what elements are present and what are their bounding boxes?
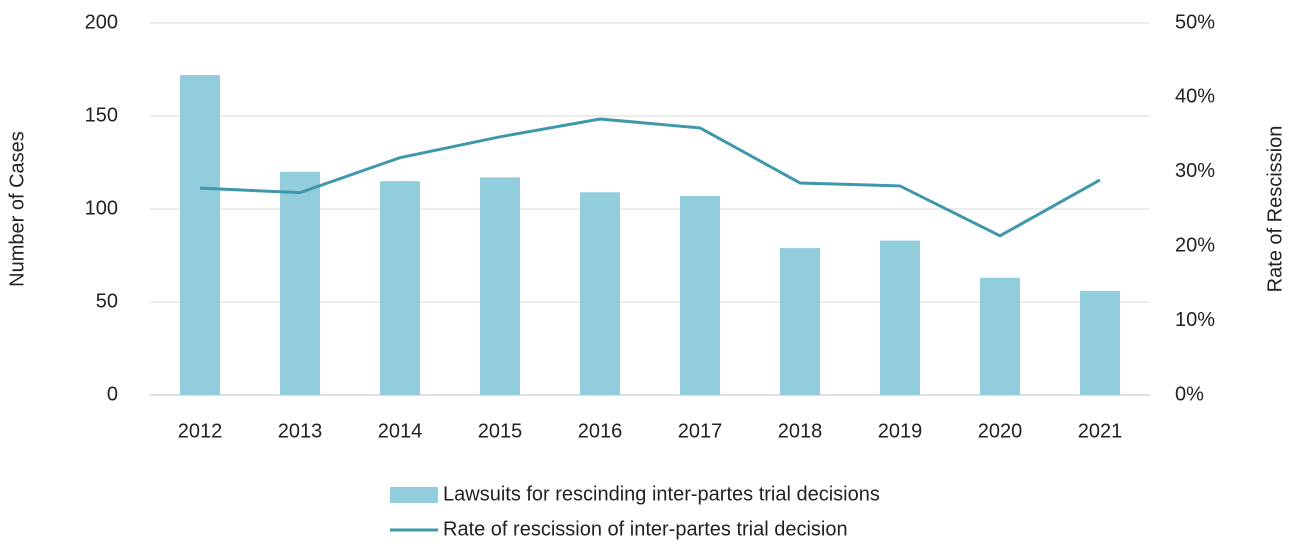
x-tick-label: 2013 — [278, 420, 323, 442]
y2-axis-label: Rate of Rescission — [1264, 126, 1286, 293]
bar — [180, 75, 220, 395]
x-tick-label: 2015 — [478, 420, 523, 442]
bar — [880, 240, 920, 395]
x-tick-label: 2018 — [778, 420, 823, 442]
legend-swatch — [390, 487, 438, 503]
y2-tick-label: 0% — [1175, 383, 1204, 405]
bar — [380, 181, 420, 395]
y-tick-label: 0 — [107, 383, 118, 405]
x-tick-label: 2020 — [978, 420, 1023, 442]
y2-tick-label: 20% — [1175, 234, 1215, 256]
bar — [480, 177, 520, 395]
x-tick-label: 2017 — [678, 420, 723, 442]
y-tick-label: 50 — [96, 290, 118, 312]
x-tick-label: 2012 — [178, 420, 223, 442]
y2-tick-label: 10% — [1175, 309, 1215, 331]
y2-tick-label: 40% — [1175, 86, 1215, 108]
y-tick-label: 200 — [85, 11, 118, 33]
bar — [1080, 290, 1120, 395]
y-axis-label: Number of Cases — [6, 131, 28, 287]
y-tick-label: 100 — [85, 197, 118, 219]
bar — [580, 192, 620, 395]
legend-label: Rate of rescission of inter-partes trial… — [443, 518, 848, 540]
bar — [280, 171, 320, 395]
x-tick-label: 2016 — [578, 420, 623, 442]
bar — [980, 277, 1020, 395]
x-tick-label: 2014 — [378, 420, 423, 442]
line — [199, 117, 1101, 238]
y2-tick-label: 50% — [1175, 11, 1215, 33]
bar — [780, 248, 820, 395]
y2-tick-label: 30% — [1175, 160, 1215, 182]
bar — [680, 195, 720, 395]
x-tick-label: 2019 — [878, 420, 923, 442]
y-tick-label: 150 — [85, 104, 118, 126]
legend-label: Lawsuits for rescinding inter-partes tri… — [443, 483, 880, 505]
x-tick-label: 2021 — [1078, 420, 1123, 442]
